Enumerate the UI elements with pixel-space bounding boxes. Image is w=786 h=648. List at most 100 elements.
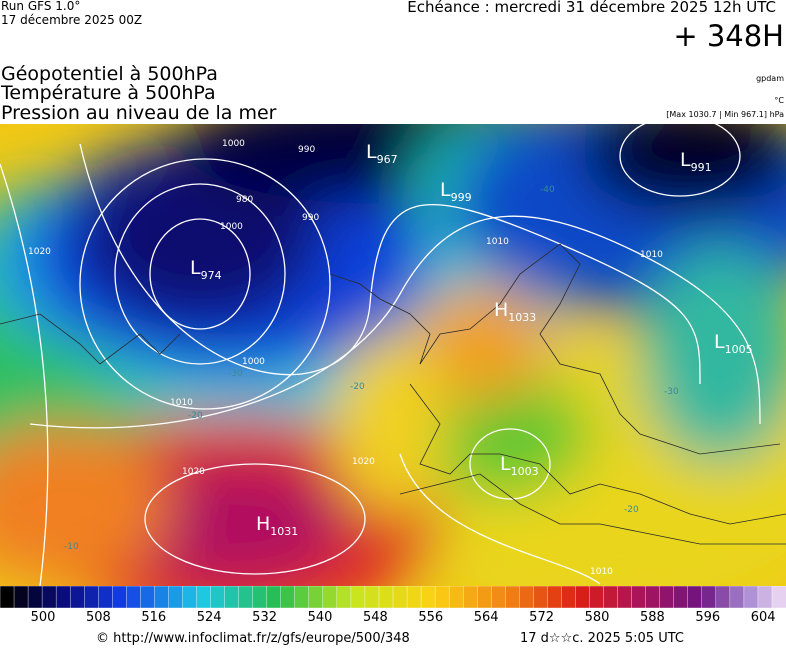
contour-label: -10 <box>64 542 79 552</box>
color-swatch <box>27 586 43 608</box>
color-swatch <box>687 586 703 608</box>
contour-label: 990 <box>302 213 319 223</box>
center-value: 1005 <box>725 343 753 356</box>
center-kind: H <box>494 299 508 321</box>
pressure-center: H1033 <box>494 299 536 324</box>
field: L967L999L991L974H1033L1005L1003H10311000… <box>0 124 786 586</box>
pressure-center: H1031 <box>256 513 298 538</box>
pressure-center: L1005 <box>714 331 753 356</box>
colorbar-label: 548 <box>362 610 388 625</box>
color-swatch <box>462 586 478 608</box>
color-swatch <box>645 586 661 608</box>
colorbar-label: 580 <box>584 610 610 625</box>
color-swatch <box>98 586 113 608</box>
pressure-center: L1003 <box>500 453 539 478</box>
map-labels: L967L999L991L974H1033L1005L1003H10311000… <box>28 139 753 577</box>
color-swatch <box>771 586 786 608</box>
contour-label: 1010 <box>486 237 509 247</box>
color-swatch <box>266 586 282 608</box>
center-value: 1031 <box>270 525 298 538</box>
contour-label: -20 <box>350 382 365 392</box>
color-swatch <box>533 586 549 608</box>
color-swatch <box>561 586 577 608</box>
color-swatch <box>182 586 198 608</box>
colorbar-label: 556 <box>418 610 444 625</box>
center-value: 1033 <box>508 311 536 324</box>
color-swatch <box>238 586 254 608</box>
unit-label: °C <box>774 96 784 105</box>
colorbar <box>0 586 786 608</box>
center-kind: H <box>256 513 270 535</box>
colorbar-label: 540 <box>307 610 333 625</box>
color-swatch <box>196 586 212 608</box>
colorbar-labels: 500 508 516 524 532 540 548 556 564 572 580 588 596 6… <box>0 611 786 627</box>
color-swatch <box>294 586 310 608</box>
colorbar-label: 596 <box>695 610 721 625</box>
center-kind: L <box>440 179 451 201</box>
color-swatch <box>673 586 689 608</box>
title: Température à 500hPa <box>1 82 216 104</box>
color-swatch <box>575 586 591 608</box>
contour-label: -30 <box>664 387 679 397</box>
colorbar-label: 532 <box>252 610 277 625</box>
coastlines <box>0 243 786 545</box>
color-swatch <box>701 586 717 608</box>
color-swatch <box>589 586 605 608</box>
lead-time: + 348H <box>673 19 784 53</box>
unit-label: gpdam <box>756 74 784 83</box>
color-swatch <box>252 586 268 608</box>
color-swatch <box>434 586 450 608</box>
center-kind: L <box>500 453 511 475</box>
color-swatch <box>126 586 142 608</box>
color-swatch <box>406 586 422 608</box>
contour-label: 990 <box>298 145 315 155</box>
title: Pression au niveau de la mer <box>1 102 277 124</box>
color-swatch <box>603 586 619 608</box>
center-kind: L <box>366 141 377 163</box>
contour-label: 1000 <box>242 357 265 367</box>
colorbar-label: 564 <box>473 610 499 625</box>
contour-label: 980 <box>236 195 253 205</box>
contour-label: 1020 <box>28 247 51 257</box>
contour-label: -20 <box>188 411 203 421</box>
color-swatch <box>336 586 352 608</box>
colorbar-label: 524 <box>196 610 222 625</box>
pressure-center: L974 <box>190 257 222 282</box>
color-swatch <box>420 586 436 608</box>
color-swatch <box>168 586 184 608</box>
color-swatch <box>210 586 226 608</box>
color-swatch <box>69 586 85 608</box>
contour-label: 1020 <box>182 467 205 477</box>
color-swatch <box>55 586 71 608</box>
timestamp: 17 d☆☆c. 2025 5:05 UTC <box>520 631 684 646</box>
run-label: Run GFS 1.0° <box>1 0 81 13</box>
colorbar-label: 516 <box>141 610 167 625</box>
color-swatch <box>448 586 464 608</box>
pressure-center: L999 <box>440 179 472 204</box>
color-swatch <box>350 586 366 608</box>
center-value: 991 <box>691 161 712 174</box>
color-swatch <box>617 586 633 608</box>
valid-time: Echéance : mercredi 31 décembre 2025 12h… <box>407 0 776 16</box>
colorbar-label: 572 <box>529 610 554 625</box>
color-swatch <box>547 586 563 608</box>
colorbar-label: 500 <box>30 610 56 625</box>
contour-label: 1000 <box>220 222 243 232</box>
color-swatch <box>378 586 394 608</box>
color-swatch <box>729 586 745 608</box>
center-value: 1003 <box>511 465 539 478</box>
center-kind: L <box>190 257 201 279</box>
source-link: © http://www.infoclimat.fr/z/gfs/europe/… <box>96 631 410 646</box>
title: Géopotentiel à 500hPa <box>1 63 218 85</box>
pressure-center: L967 <box>366 141 398 166</box>
contour-label: 1010 <box>640 250 663 260</box>
center-value: 999 <box>451 191 472 204</box>
center-kind: L <box>680 149 691 171</box>
color-swatch <box>140 586 156 608</box>
contour-label: -20 <box>624 505 639 515</box>
contour-label: 1000 <box>222 139 245 149</box>
color-swatch <box>224 586 240 608</box>
isobars <box>0 124 761 586</box>
color-swatch <box>364 586 380 608</box>
